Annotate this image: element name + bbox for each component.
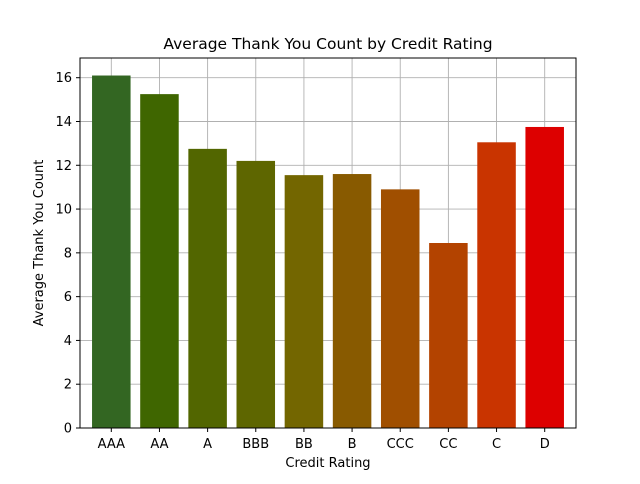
x-tick-label: B <box>348 437 357 452</box>
y-tick-label: 4 <box>64 334 72 349</box>
y-axis-label: Average Thank You Count <box>32 160 47 327</box>
x-tick-label: BB <box>295 437 313 452</box>
x-tick-label: AAA <box>98 437 126 452</box>
x-tick-label: C <box>492 437 501 452</box>
bar-b <box>332 174 372 428</box>
y-tick-label: 12 <box>55 159 72 174</box>
y-axis-ticks: 0 2 4 6 8 10 12 14 16 <box>55 71 80 437</box>
y-tick-label: 6 <box>64 290 72 305</box>
y-tick-label: 8 <box>64 246 72 261</box>
x-tick-label: BBB <box>242 437 269 452</box>
x-axis-label: Credit Rating <box>285 456 370 471</box>
bar-bbb <box>236 160 276 428</box>
x-axis-ticks: AAA AA A BBB BB B CCC CC C D <box>98 428 550 452</box>
x-tick-label: AA <box>150 437 168 452</box>
chart-title: Average Thank You Count by Credit Rating <box>163 35 492 53</box>
y-tick-label: 2 <box>64 378 72 393</box>
bar-d <box>525 126 564 428</box>
plot-frame <box>79 57 577 429</box>
x-tick-label: CC <box>439 437 457 452</box>
x-tick-label: A <box>203 437 212 452</box>
bars <box>92 75 564 429</box>
x-tick-label: D <box>540 437 550 452</box>
bar-aa <box>140 94 179 428</box>
y-tick-label: 0 <box>64 422 72 437</box>
y-tick-label: 10 <box>55 203 72 218</box>
bar-bb <box>284 175 324 428</box>
bar-cc <box>429 243 468 428</box>
x-tick-label: CCC <box>387 437 414 452</box>
bar-a <box>188 148 227 429</box>
y-tick-label: 16 <box>55 71 72 86</box>
bar-ccc <box>380 189 420 428</box>
y-tick-label: 14 <box>55 115 72 130</box>
bar-aaa <box>92 75 131 428</box>
bar-c <box>477 142 516 428</box>
